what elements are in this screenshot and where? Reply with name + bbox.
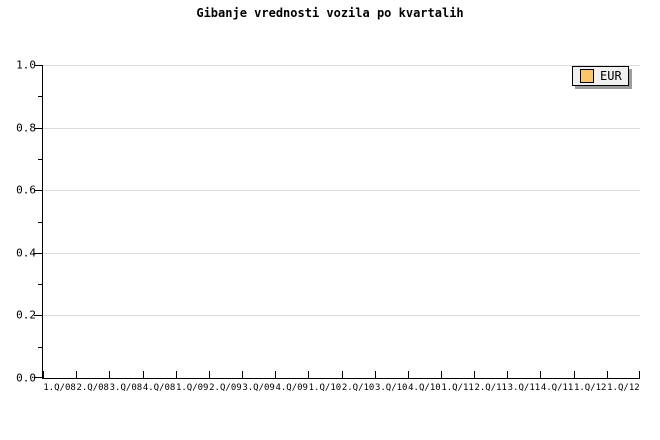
y-axis-label: 0.4 [16, 246, 36, 260]
y-axis-label: 0.2 [16, 308, 36, 322]
x-axis-label: 4.Q/10 [408, 383, 441, 393]
x-axis-tick [209, 371, 210, 378]
x-axis-label: 1.Q/08 [43, 383, 76, 393]
x-axis-tick [43, 371, 44, 378]
x-axis-tick [408, 371, 409, 378]
y-axis-minor-tick [38, 284, 42, 285]
x-axis-label: 1.Q/12 [607, 383, 640, 393]
x-axis-tick [242, 371, 243, 378]
legend-box: EUR [572, 66, 629, 86]
y-axis-major-tick [34, 65, 42, 66]
x-axis-label: 3.Q/10 [374, 383, 408, 393]
x-axis-tick [474, 371, 475, 378]
y-axis-label: 1.0 [16, 58, 36, 72]
x-axis-label: 4.Q/11 [540, 383, 574, 393]
x-axis-tick [109, 371, 110, 378]
gridline [43, 128, 640, 129]
y-axis-major-tick [34, 128, 42, 129]
x-axis-label: 4.Q/09 [275, 383, 308, 393]
x-axis-tick [507, 371, 508, 378]
x-axis-tick [176, 371, 177, 378]
y-axis-major-tick [34, 315, 42, 316]
x-axis-tick [540, 371, 541, 378]
x-axis-label: 4.Q/08 [142, 383, 176, 393]
x-axis-tick [308, 371, 309, 378]
x-axis-label: 2.Q/09 [209, 383, 242, 393]
y-axis-minor-tick [38, 222, 42, 223]
y-axis-major-tick [34, 377, 42, 378]
legend-swatch-icon [580, 69, 594, 83]
gridline [43, 65, 640, 66]
x-axis-tick [342, 371, 343, 378]
x-axis-label: 3.Q/09 [242, 383, 275, 393]
x-axis-tick [639, 371, 640, 378]
x-axis-label: 1.Q/09 [175, 383, 209, 393]
x-axis-label: 1.Q/10 [308, 383, 342, 393]
y-axis-label: 0.0 [16, 371, 36, 385]
y-axis-label: 0.6 [16, 183, 36, 197]
y-axis-major-tick [34, 253, 42, 254]
x-axis-label: 1.Q/11 [441, 383, 474, 393]
gridline [43, 190, 640, 191]
chart-title: Gibanje vrednosti vozila po kvartalih [196, 6, 464, 20]
y-axis-minor-tick [38, 159, 42, 160]
legend-label: EUR [600, 69, 622, 83]
x-axis-tick [574, 371, 575, 378]
x-axis-tick [441, 371, 442, 378]
x-axis-tick [76, 371, 77, 378]
y-axis-minor-tick [38, 96, 42, 97]
x-axis-label: 3.Q/11 [507, 383, 541, 393]
x-axis-tick [275, 371, 276, 378]
x-axis-label: 2.Q/10 [341, 383, 375, 393]
y-axis-major-tick [34, 190, 42, 191]
x-axis-label: 2.Q/08 [76, 383, 109, 393]
x-axis-label: 3.Q/08 [109, 383, 143, 393]
plot-area [34, 65, 640, 379]
x-axis-tick [143, 371, 144, 378]
gridline [43, 315, 640, 316]
y-axis-minor-tick [38, 347, 42, 348]
gridline [43, 253, 640, 254]
x-axis-tick [375, 371, 376, 378]
x-axis-label: 1.Q/12 [573, 383, 607, 393]
x-axis-tick [607, 371, 608, 378]
x-axis-label: 2.Q/11 [474, 383, 507, 393]
y-axis-label: 0.8 [16, 121, 36, 135]
